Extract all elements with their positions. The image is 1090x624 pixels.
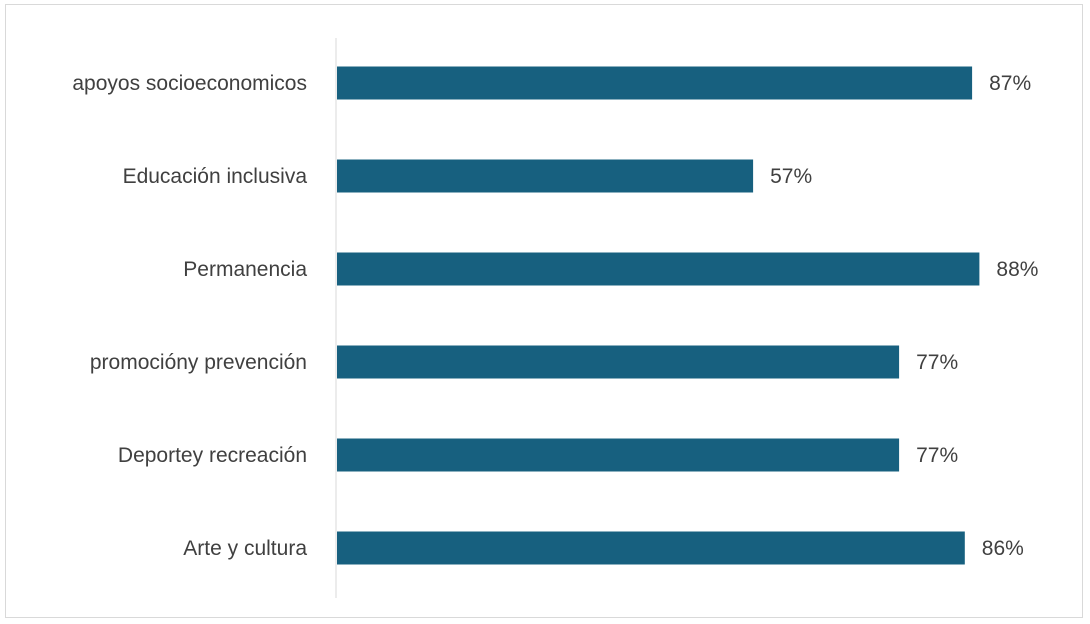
chart-frame — [5, 4, 1083, 618]
data-label: 77% — [916, 444, 958, 467]
category-label: Deportey recreación — [118, 444, 307, 467]
data-label: 88% — [996, 258, 1038, 281]
data-label: 57% — [770, 165, 812, 188]
category-label: apoyos socioeconomicos — [72, 72, 307, 95]
data-label: 87% — [989, 72, 1031, 95]
bar-5 — [337, 531, 965, 565]
bar-1 — [337, 159, 754, 193]
bar-2 — [337, 252, 980, 286]
category-label: Arte y cultura — [183, 537, 307, 560]
bars-group — [337, 66, 980, 565]
category-label: Educación inclusiva — [123, 165, 308, 188]
bar-0 — [337, 66, 973, 100]
data-label: 86% — [982, 537, 1024, 560]
category-labels-group: apoyos socioeconomicos Educación inclusiv… — [72, 72, 307, 560]
category-label: promocióny prevención — [90, 351, 307, 374]
bar-3 — [337, 345, 900, 379]
data-labels-group: 87% 57% 88% 77% 77% 86% — [770, 72, 1038, 560]
data-label: 77% — [916, 351, 958, 374]
bar-4 — [337, 438, 900, 472]
category-label: Permanencia — [183, 258, 307, 281]
